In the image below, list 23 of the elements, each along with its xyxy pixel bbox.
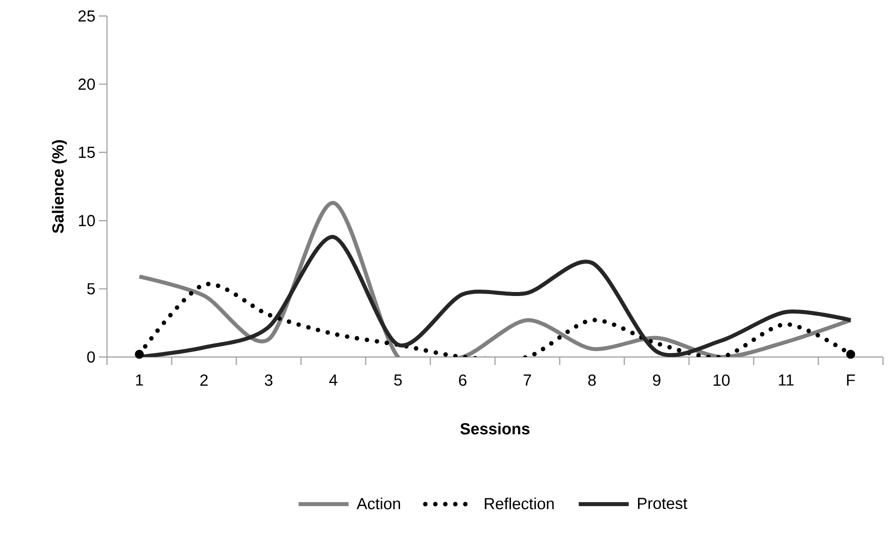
x-tick-label: 7: [524, 374, 531, 386]
y-tick-label: 0: [87, 351, 95, 363]
x-tick-label: F: [847, 374, 855, 386]
x-tick-label: 4: [329, 374, 338, 386]
x-tick-label: 8: [588, 374, 596, 386]
x-tick-label: 11: [778, 374, 794, 386]
x-tick-label: 10: [714, 374, 730, 386]
y-tick-label: 5: [87, 283, 95, 294]
y-tick-label: 10: [78, 214, 95, 226]
legend-label: Protest: [638, 498, 688, 510]
y-tick-label: 25: [78, 10, 95, 22]
x-axis-title: Sessions: [460, 422, 530, 434]
legend-label: Action: [356, 498, 400, 510]
x-tick-label: 3: [264, 374, 272, 386]
y-tick-label: 20: [78, 78, 95, 90]
x-tick-label: 5: [394, 374, 402, 386]
y-axis-title: Salience (%): [52, 140, 67, 234]
x-tick-label: 1: [136, 374, 144, 386]
x-tick-label: 9: [652, 374, 660, 386]
x-tick-label: 2: [200, 374, 208, 386]
y-tick-label: 15: [78, 146, 95, 158]
legend-label: Reflection: [484, 498, 554, 510]
x-tick-label: 6: [459, 374, 466, 386]
